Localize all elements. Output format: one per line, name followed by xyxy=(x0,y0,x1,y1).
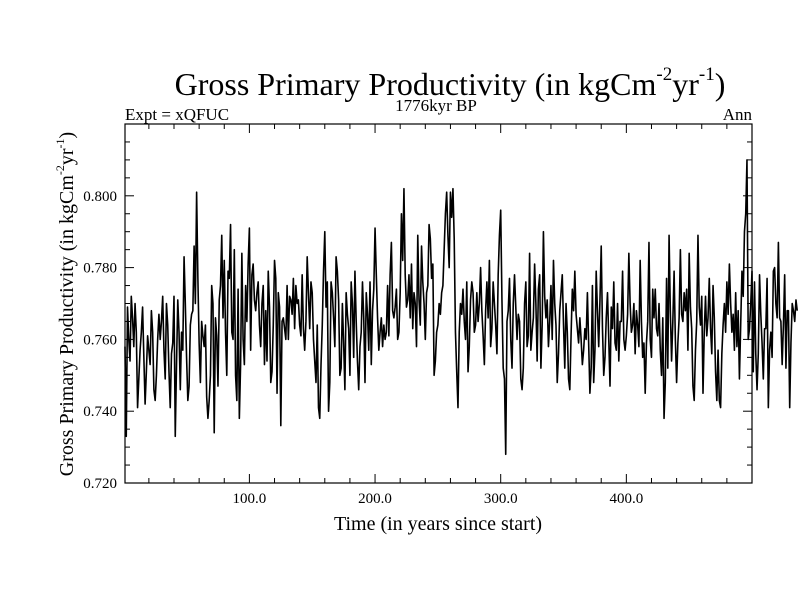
title-sup2: -1 xyxy=(699,64,715,85)
title-sup1: -2 xyxy=(656,64,672,85)
subtitle-center: 1776kyr BP xyxy=(395,96,477,115)
title-end: ) xyxy=(715,66,726,102)
ylabel-sup2: -1 xyxy=(53,138,67,148)
ylabel-main: Gross Primary Productivity (in kgCm xyxy=(56,175,78,477)
x-tick-label: 400.0 xyxy=(609,491,643,507)
x-axis-label: Time (in years since start) xyxy=(334,513,542,535)
ylabel-end: ) xyxy=(56,132,78,139)
subtitle-left: Expt = xQFUC xyxy=(125,105,229,124)
ylabel-mid: yr xyxy=(56,148,78,165)
chart-title: Gross Primary Productivity (in kgCm-2yr-… xyxy=(175,64,726,102)
x-tick-label: 300.0 xyxy=(484,491,518,507)
y-tick-label: 0.720 xyxy=(83,476,117,492)
ylabel-sup1: -2 xyxy=(53,165,67,175)
y-tick-label: 0.760 xyxy=(83,332,117,348)
x-tick-label: 200.0 xyxy=(358,491,392,507)
title-mid: yr xyxy=(672,66,699,102)
y-tick-label: 0.800 xyxy=(83,189,117,205)
y-axis-label: Gross Primary Productivity (in kgCm-2yr-… xyxy=(53,132,78,476)
subtitle-right: Ann xyxy=(723,105,753,124)
y-tick-label: 0.740 xyxy=(83,404,117,420)
title-main: Gross Primary Productivity (in kgCm xyxy=(175,66,657,102)
series-line xyxy=(124,159,799,456)
x-tick-label: 100.0 xyxy=(233,491,267,507)
y-tick-label: 0.780 xyxy=(83,261,117,277)
